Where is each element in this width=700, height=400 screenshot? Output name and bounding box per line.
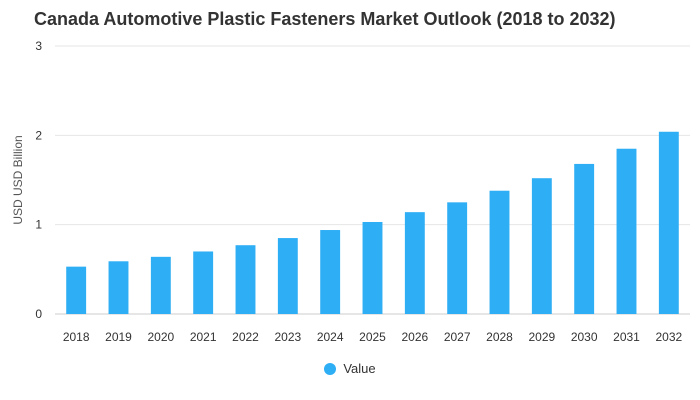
bar-2030[interactable] — [574, 163, 595, 314]
x-tick-label: 2028 — [486, 330, 513, 344]
x-tick-label: 2032 — [655, 330, 682, 344]
y-tick-label: 2 — [35, 128, 42, 142]
x-tick-label: 2027 — [444, 330, 471, 344]
bar-2019[interactable] — [108, 261, 129, 314]
y-axis-ticks: 0 1 2 3 — [35, 39, 42, 321]
bar-2029[interactable] — [531, 178, 552, 314]
legend-marker-icon — [324, 362, 337, 375]
y-tick-label: 3 — [35, 39, 42, 53]
legend-label: Value — [343, 361, 376, 376]
x-tick-label: 2023 — [274, 330, 301, 344]
x-tick-label: 2029 — [528, 330, 555, 344]
bar-2028[interactable] — [489, 190, 510, 314]
bar-2023[interactable] — [277, 238, 298, 314]
bar-2021[interactable] — [193, 251, 214, 314]
x-tick-label: 2022 — [232, 330, 259, 344]
bar-2027[interactable] — [447, 202, 468, 314]
y-axis-label: USD USD Billion — [11, 135, 25, 224]
chart-title: Canada Automotive Plastic Fasteners Mark… — [34, 9, 616, 29]
bar-2020[interactable] — [150, 256, 171, 314]
bars — [66, 131, 679, 314]
x-tick-label: 2021 — [190, 330, 217, 344]
bar-2026[interactable] — [404, 212, 425, 314]
x-tick-label: 2020 — [147, 330, 174, 344]
x-axis-ticks: 2018 2019 2020 2021 2022 2023 2024 2025 2026 2027… — [63, 330, 683, 344]
x-tick-label: 2030 — [571, 330, 598, 344]
y-tick-label: 1 — [35, 218, 42, 232]
bar-2025[interactable] — [362, 221, 383, 314]
bar-2024[interactable] — [320, 230, 341, 314]
x-tick-label: 2024 — [317, 330, 344, 344]
legend: Value — [0, 361, 700, 376]
bar-2022[interactable] — [235, 245, 256, 314]
x-tick-label: 2025 — [359, 330, 386, 344]
y-tick-label: 0 — [35, 307, 42, 321]
bar-2031[interactable] — [616, 148, 637, 314]
bar-2018[interactable] — [66, 266, 87, 314]
x-tick-label: 2031 — [613, 330, 640, 344]
bar-2032[interactable] — [658, 131, 679, 314]
x-tick-label: 2026 — [401, 330, 428, 344]
x-tick-label: 2019 — [105, 330, 132, 344]
x-tick-label: 2018 — [63, 330, 90, 344]
